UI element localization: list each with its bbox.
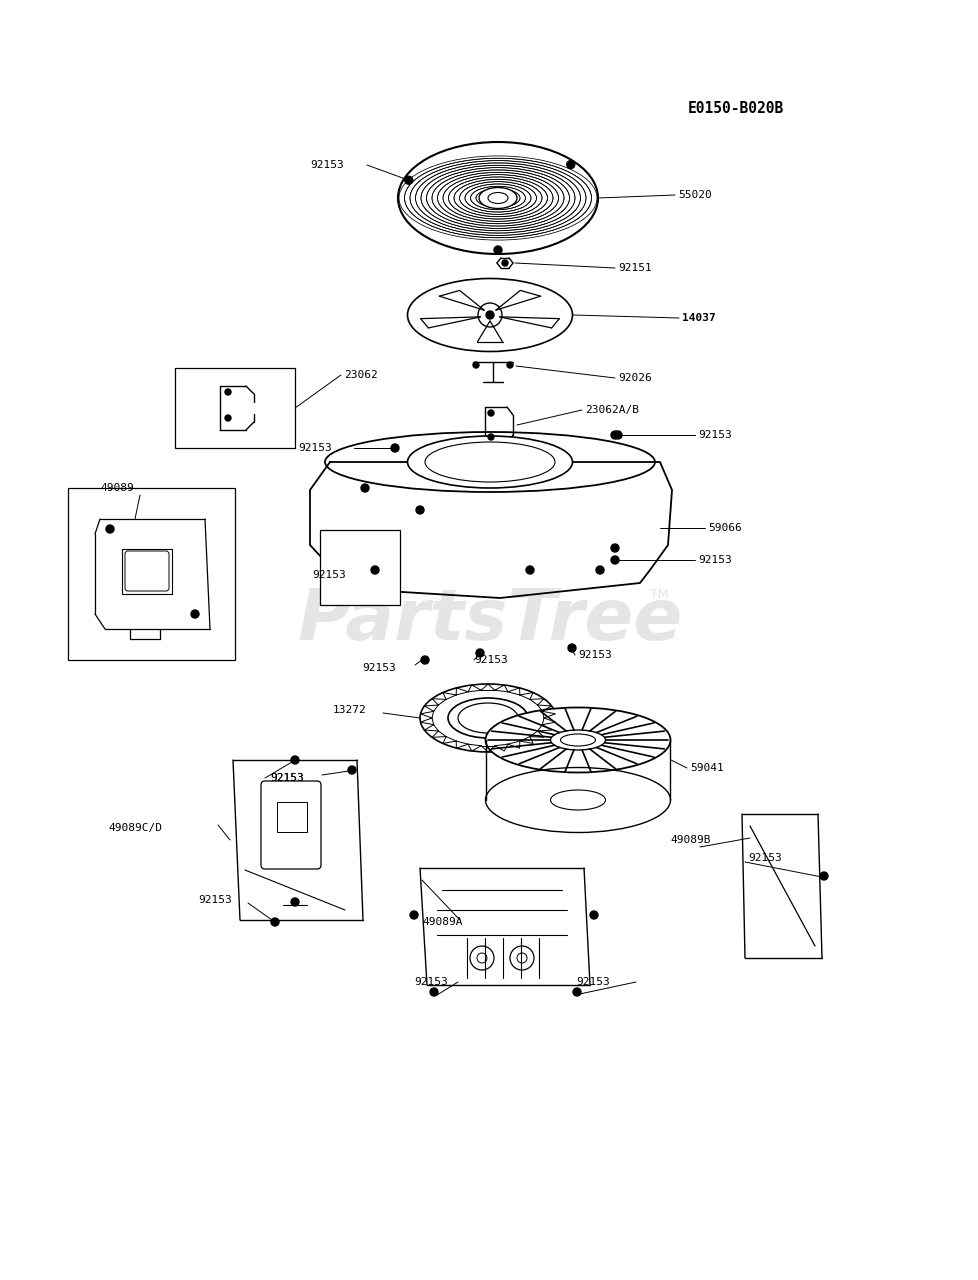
- Circle shape: [525, 566, 533, 573]
- Circle shape: [191, 611, 199, 618]
- Text: 23062A/B: 23062A/B: [585, 404, 639, 415]
- Text: PartsTree: PartsTree: [297, 585, 682, 654]
- Ellipse shape: [398, 142, 598, 253]
- Circle shape: [820, 872, 827, 881]
- Text: E0150-B020B: E0150-B020B: [688, 101, 783, 115]
- Ellipse shape: [407, 436, 572, 488]
- Circle shape: [590, 911, 598, 919]
- Text: 92153: 92153: [575, 977, 609, 987]
- Text: 92153: 92153: [414, 977, 447, 987]
- Text: TM: TM: [649, 588, 668, 600]
- Text: 92026: 92026: [617, 372, 651, 383]
- Circle shape: [566, 160, 574, 169]
- Text: 92153: 92153: [747, 852, 781, 863]
- Text: 92151: 92151: [617, 262, 651, 273]
- Circle shape: [485, 311, 494, 319]
- Text: 49089: 49089: [100, 483, 134, 493]
- Circle shape: [410, 911, 418, 919]
- Circle shape: [572, 988, 580, 996]
- Circle shape: [421, 657, 428, 664]
- Circle shape: [472, 362, 478, 369]
- Text: 49089B: 49089B: [669, 835, 710, 845]
- Circle shape: [487, 410, 494, 416]
- Ellipse shape: [485, 708, 670, 773]
- Ellipse shape: [325, 433, 654, 492]
- Circle shape: [487, 434, 494, 440]
- Bar: [277, 803, 307, 832]
- Circle shape: [613, 431, 621, 439]
- Bar: [67, 488, 235, 660]
- Text: 92153: 92153: [297, 443, 332, 453]
- Text: 59041: 59041: [689, 763, 723, 773]
- Circle shape: [290, 899, 298, 906]
- Circle shape: [502, 260, 508, 266]
- Circle shape: [404, 177, 413, 184]
- Text: 92153: 92153: [198, 895, 232, 905]
- Circle shape: [477, 303, 502, 326]
- Text: 55020: 55020: [678, 189, 711, 200]
- Bar: [122, 549, 172, 594]
- Circle shape: [106, 525, 113, 532]
- Text: 92153: 92153: [310, 160, 343, 170]
- Text: 23062: 23062: [343, 370, 378, 380]
- Circle shape: [271, 918, 279, 925]
- Text: 49089A: 49089A: [422, 916, 462, 927]
- Text: 92153: 92153: [577, 650, 611, 660]
- Circle shape: [507, 362, 512, 369]
- Circle shape: [225, 389, 231, 396]
- Ellipse shape: [478, 187, 516, 209]
- Circle shape: [610, 556, 618, 564]
- Circle shape: [371, 566, 378, 573]
- Text: 92153: 92153: [697, 430, 731, 440]
- Circle shape: [494, 246, 502, 253]
- Circle shape: [567, 644, 575, 652]
- Text: 92153: 92153: [697, 556, 731, 564]
- Bar: [320, 530, 400, 605]
- Text: 92153: 92153: [270, 773, 303, 783]
- Circle shape: [596, 566, 603, 573]
- Ellipse shape: [448, 698, 527, 739]
- Text: 92153: 92153: [362, 663, 395, 673]
- Text: 59066: 59066: [707, 524, 741, 532]
- Text: 92153: 92153: [270, 773, 303, 783]
- Ellipse shape: [550, 730, 604, 750]
- Circle shape: [416, 506, 423, 515]
- Ellipse shape: [407, 279, 572, 352]
- Circle shape: [225, 415, 231, 421]
- Text: 92153: 92153: [312, 570, 345, 580]
- Circle shape: [361, 484, 369, 492]
- Text: 13272: 13272: [333, 705, 367, 716]
- Circle shape: [610, 544, 618, 552]
- Text: 14037: 14037: [682, 314, 715, 323]
- Text: 92153: 92153: [473, 655, 508, 666]
- Text: 49089C/D: 49089C/D: [108, 823, 161, 833]
- Circle shape: [347, 765, 356, 774]
- Bar: [175, 369, 294, 448]
- Circle shape: [390, 444, 399, 452]
- Circle shape: [475, 649, 483, 657]
- Circle shape: [290, 756, 298, 764]
- Circle shape: [429, 988, 437, 996]
- Circle shape: [610, 431, 618, 439]
